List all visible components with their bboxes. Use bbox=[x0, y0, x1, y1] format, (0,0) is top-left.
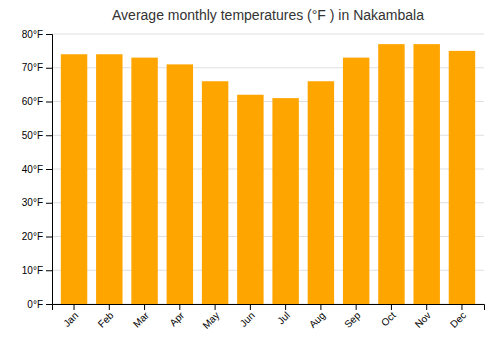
tick-label: 50°F bbox=[22, 130, 43, 141]
tick-mark bbox=[461, 304, 462, 310]
tick-label: 40°F bbox=[22, 164, 43, 175]
plot: 0°F 10°F 20°F 30°F 40°F 50°F 60°F 70°F 80°F Jan Fe… bbox=[22, 29, 485, 331]
tick: 70°F bbox=[22, 62, 52, 73]
tick: Aug bbox=[307, 304, 327, 330]
tick: Jun bbox=[238, 304, 257, 329]
chart: 0°F 10°F 20°F 30°F 40°F 50°F 60°F 70°F 80°F Jan Fe… bbox=[0, 0, 500, 350]
tick-label: Feb bbox=[96, 309, 116, 329]
tick-label: 30°F bbox=[22, 197, 43, 208]
tick-mark bbox=[144, 304, 145, 310]
grid bbox=[52, 34, 484, 304]
axis-line bbox=[53, 305, 485, 311]
tick-mark bbox=[46, 102, 52, 103]
tick: Nov bbox=[413, 304, 433, 330]
tick: 50°F bbox=[22, 130, 52, 141]
tick-mark bbox=[215, 304, 216, 310]
bar bbox=[237, 95, 263, 304]
tick-label: Dec bbox=[448, 310, 468, 330]
bar bbox=[272, 98, 298, 304]
bar bbox=[167, 64, 193, 304]
x-axis: Jan Feb Mar Apr May Jun Jul Aug Sep Oct Nov Dec bbox=[53, 304, 485, 331]
bar bbox=[413, 44, 439, 304]
tick-label: Sep bbox=[342, 309, 363, 330]
tick: 30°F bbox=[22, 197, 52, 208]
bars bbox=[61, 44, 475, 304]
bar bbox=[343, 58, 369, 304]
bar bbox=[131, 58, 157, 304]
axis-line bbox=[46, 35, 53, 305]
bar bbox=[202, 81, 228, 304]
tick-mark bbox=[46, 34, 52, 35]
bar bbox=[449, 51, 475, 304]
tick-label: Jun bbox=[238, 310, 257, 329]
tick-label: 20°F bbox=[22, 231, 43, 242]
tick-mark bbox=[426, 304, 427, 310]
tick-mark bbox=[46, 68, 52, 69]
tick: Mar bbox=[131, 304, 151, 330]
tick-mark bbox=[109, 304, 110, 310]
tick-label: Nov bbox=[413, 310, 433, 330]
bar bbox=[308, 81, 334, 304]
tick: Sep bbox=[342, 304, 363, 330]
tick: 0°F bbox=[27, 299, 52, 310]
tick-mark bbox=[285, 304, 286, 310]
tick-label: Mar bbox=[131, 309, 151, 329]
tick: 60°F bbox=[22, 96, 52, 107]
tick: 10°F bbox=[22, 265, 52, 276]
tick-mark bbox=[46, 203, 52, 204]
tick-label: Jan bbox=[61, 310, 80, 329]
tick-mark bbox=[250, 304, 251, 310]
tick-mark bbox=[179, 304, 180, 310]
tick-mark bbox=[46, 237, 52, 238]
tick-mark bbox=[46, 270, 52, 271]
bar bbox=[378, 44, 404, 304]
tick: 20°F bbox=[22, 231, 52, 242]
tick: Oct bbox=[379, 304, 398, 328]
tick: Apr bbox=[167, 304, 186, 328]
tick: Dec bbox=[448, 304, 468, 330]
tick-mark bbox=[320, 304, 321, 310]
tick-mark bbox=[46, 304, 52, 305]
tick-mark bbox=[46, 169, 52, 170]
tick: Jul bbox=[275, 304, 292, 326]
tick-label: 0°F bbox=[27, 299, 43, 310]
tick-label: Aug bbox=[307, 310, 327, 330]
tick-label: Jul bbox=[275, 310, 292, 327]
tick: May bbox=[200, 304, 221, 331]
y-axis: 0°F 10°F 20°F 30°F 40°F 50°F 60°F 70°F 80°F bbox=[22, 29, 53, 310]
tick-mark bbox=[74, 304, 75, 310]
tick-label: May bbox=[200, 310, 221, 331]
tick-label: 10°F bbox=[22, 265, 43, 276]
tick-label: 70°F bbox=[22, 62, 43, 73]
tick-mark bbox=[356, 304, 357, 310]
bar bbox=[96, 54, 122, 304]
tick: Feb bbox=[96, 304, 116, 330]
tick-mark bbox=[46, 135, 52, 136]
tick-label: 80°F bbox=[22, 29, 43, 40]
tick-label: Oct bbox=[379, 310, 398, 329]
grid-line bbox=[52, 34, 484, 35]
tick: 80°F bbox=[22, 29, 52, 40]
tick-label: 60°F bbox=[22, 96, 43, 107]
tick: Jan bbox=[61, 304, 80, 329]
tick-label: Apr bbox=[167, 309, 186, 328]
title: Average monthly temperatures (°F ) in Na… bbox=[112, 7, 424, 23]
bar bbox=[61, 54, 87, 304]
tick: 40°F bbox=[22, 164, 52, 175]
tick-mark bbox=[391, 304, 392, 310]
